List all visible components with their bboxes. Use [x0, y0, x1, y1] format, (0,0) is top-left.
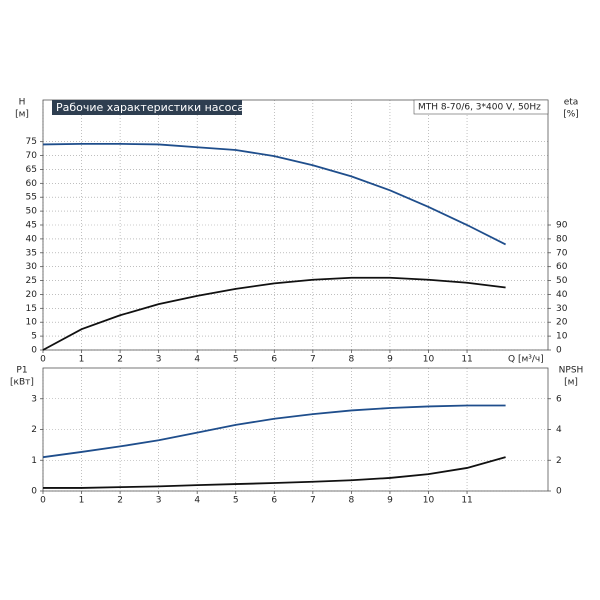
y2-tick-label: 10: [556, 332, 568, 342]
annotation-bg: [413, 99, 549, 115]
y2-tick-label: 0: [556, 346, 562, 356]
y-tick-label: 3: [31, 394, 37, 404]
y-tick-label: 2: [31, 425, 37, 435]
chart-title: Рабочие характеристики насоса: [56, 101, 244, 114]
y-tick-label: 0: [31, 346, 37, 356]
series-line: [42, 276, 506, 351]
y2-tick-label: 60: [556, 262, 568, 272]
y2-tick-label: 6: [556, 394, 562, 404]
x-tick-label: 11: [461, 355, 472, 365]
y-tick-label: 45: [26, 221, 37, 231]
x-tick-label: 6: [271, 355, 277, 365]
y-tick-label: 40: [26, 234, 38, 244]
y-tick-label: 15: [26, 304, 37, 314]
y-tick-label: 55: [26, 193, 37, 203]
x-tick-label: 5: [233, 496, 239, 506]
y2-tick-label: 30: [556, 304, 568, 314]
x-tick-label: 11: [461, 496, 472, 506]
x-tick-label: 0: [40, 496, 46, 506]
y2-tick-label: 2: [556, 456, 562, 466]
y-tick-label: 35: [26, 248, 37, 258]
x-tick-label: 4: [194, 355, 200, 365]
x-tick-label: 1: [79, 496, 85, 506]
y-axis-label: P1: [16, 366, 27, 376]
y2-tick-label: 90: [556, 221, 568, 231]
x-tick-label: 3: [156, 496, 162, 506]
x-tick-label: 9: [387, 355, 393, 365]
x-tick-label: 8: [349, 355, 355, 365]
x-tick-label: 6: [271, 496, 277, 506]
x-tick-label: 10: [423, 355, 435, 365]
series-line: [42, 404, 506, 459]
x-tick-label: 2: [117, 355, 123, 365]
x-tick-label: 2: [117, 496, 123, 506]
y2-tick-label: 4: [556, 425, 562, 435]
x-tick-label: 10: [423, 496, 435, 506]
y-tick-label: 50: [26, 207, 38, 217]
y-tick-label: 65: [26, 165, 37, 175]
y-tick-label: 10: [26, 318, 38, 328]
x-tick-label: 1: [79, 355, 85, 365]
x-tick-label: 7: [310, 355, 316, 365]
y-tick-label: 70: [26, 151, 38, 161]
y2-axis-label: eta: [564, 98, 579, 108]
x-axis-label: Q [м³/ч]: [508, 355, 544, 365]
y2-tick-label: 40: [556, 290, 568, 300]
y-tick-label: 60: [26, 179, 38, 189]
y-tick-label: 25: [26, 276, 37, 286]
series-line: [42, 142, 507, 246]
y-tick-label: 5: [31, 332, 37, 342]
x-tick-label: 5: [233, 355, 239, 365]
y-axis-label: H: [19, 98, 26, 108]
annotation: MTH 8-70/6, 3*400 V, 50Hz: [418, 103, 541, 113]
y2-axis-unit: [%]: [563, 110, 579, 120]
y2-tick-label: 20: [556, 318, 568, 328]
y-tick-label: 75: [26, 137, 37, 147]
y-axis-unit: [кВт]: [10, 378, 34, 388]
y2-tick-label: 0: [556, 487, 562, 497]
y2-tick-label: 70: [556, 248, 568, 258]
title-bg: [52, 100, 242, 115]
y-tick-label: 20: [26, 290, 38, 300]
y2-tick-label: 80: [556, 234, 568, 244]
y-tick-label: 30: [26, 262, 38, 272]
x-tick-label: 9: [387, 496, 393, 506]
x-tick-label: 4: [194, 496, 200, 506]
series-line: [43, 456, 506, 489]
plot-frame: [42, 367, 549, 492]
x-tick-label: 0: [40, 355, 46, 365]
x-label-bg: [504, 353, 544, 365]
y-tick-label: 0: [31, 487, 37, 497]
x-tick-label: 8: [349, 496, 355, 506]
y2-axis-label: NPSH: [559, 366, 584, 376]
plot-frame: [42, 99, 549, 351]
x-tick-label: 7: [310, 496, 316, 506]
y-axis-unit: [м]: [15, 110, 29, 120]
y2-tick-label: 50: [556, 276, 568, 286]
x-tick-label: 3: [156, 355, 162, 365]
y-tick-label: 1: [31, 456, 37, 466]
y2-axis-unit: [м]: [564, 378, 578, 388]
